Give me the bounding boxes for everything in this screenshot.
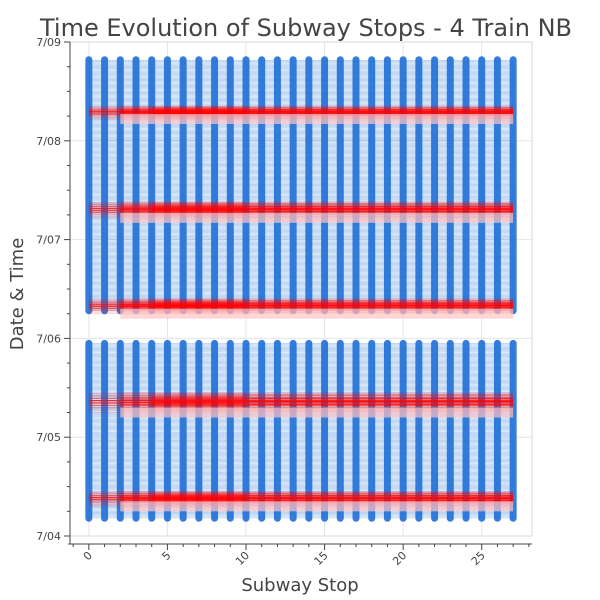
y-tick-label-3: 7/07 (36, 234, 61, 247)
red-band-base-3 (120, 212, 514, 223)
red-band-base-4 (120, 114, 514, 125)
series-red-trips (88, 105, 514, 512)
plot-data (85, 56, 517, 522)
red-band-base-0 (120, 501, 514, 512)
y-tick-label-0: 7/04 (36, 530, 61, 543)
x-tick-label-2: 10 (233, 549, 252, 568)
series-blue-stops (85, 56, 517, 522)
y-tick-label-5: 7/09 (36, 36, 61, 49)
x-tick-label-1: 5 (159, 549, 173, 563)
x-tick-label-4: 20 (390, 549, 409, 568)
x-tick-label-0: 0 (81, 549, 95, 563)
plot-background (70, 42, 532, 536)
x-tick-label-5: 25 (469, 549, 488, 568)
x-tick-label-3: 15 (312, 549, 331, 568)
x-axis-label: Subway Stop (241, 575, 358, 596)
chart-title: Time Evolution of Subway Stops - 4 Train… (39, 14, 572, 42)
red-band-base-2 (120, 308, 514, 319)
y-tick-label-2: 7/06 (36, 332, 61, 345)
axes: 0 5 10 15 20 25 7/04 7/05 7/06 7/07 7/08 7/09 (36, 36, 533, 568)
y-axis-label: Date & Time (7, 238, 28, 351)
red-band-base-1 (120, 407, 514, 418)
grid (70, 41, 532, 537)
y-tick-label-1: 7/05 (36, 431, 61, 444)
y-tick-label-4: 7/08 (36, 135, 61, 148)
